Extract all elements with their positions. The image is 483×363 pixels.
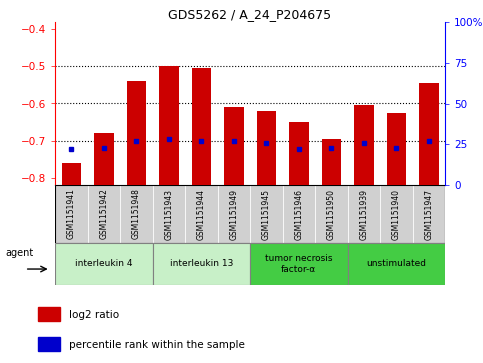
Bar bbox=[283, 185, 315, 243]
Text: percentile rank within the sample: percentile rank within the sample bbox=[70, 340, 245, 350]
Text: GSM1151943: GSM1151943 bbox=[164, 188, 173, 240]
Text: GSM1151942: GSM1151942 bbox=[99, 188, 108, 240]
Bar bbox=[120, 185, 153, 243]
Text: GSM1151945: GSM1151945 bbox=[262, 188, 271, 240]
Bar bbox=[38, 337, 60, 351]
Bar bbox=[87, 185, 120, 243]
Text: GSM1151944: GSM1151944 bbox=[197, 188, 206, 240]
Text: GSM1151939: GSM1151939 bbox=[359, 188, 368, 240]
Text: GSM1151940: GSM1151940 bbox=[392, 188, 401, 240]
Bar bbox=[347, 185, 380, 243]
Bar bbox=[315, 185, 347, 243]
Bar bbox=[412, 185, 445, 243]
Bar bbox=[94, 133, 114, 185]
Text: GSM1151947: GSM1151947 bbox=[424, 188, 433, 240]
Text: GSM1151948: GSM1151948 bbox=[132, 188, 141, 240]
Text: GSM1151949: GSM1151949 bbox=[229, 188, 238, 240]
Text: interleukin 13: interleukin 13 bbox=[170, 260, 233, 269]
Text: GSM1151941: GSM1151941 bbox=[67, 188, 76, 240]
Title: GDS5262 / A_24_P204675: GDS5262 / A_24_P204675 bbox=[169, 8, 331, 21]
Text: log2 ratio: log2 ratio bbox=[70, 310, 119, 321]
Bar bbox=[159, 66, 179, 185]
Bar bbox=[250, 243, 347, 285]
Text: tumor necrosis
factor-α: tumor necrosis factor-α bbox=[265, 254, 332, 274]
Bar bbox=[38, 307, 60, 321]
Bar bbox=[185, 185, 217, 243]
Bar bbox=[61, 163, 81, 185]
Bar bbox=[217, 185, 250, 243]
Bar bbox=[322, 139, 341, 185]
Bar bbox=[55, 185, 87, 243]
Text: agent: agent bbox=[5, 249, 34, 258]
Bar bbox=[250, 185, 283, 243]
Text: interleukin 4: interleukin 4 bbox=[75, 260, 132, 269]
Bar bbox=[380, 185, 412, 243]
Bar bbox=[55, 243, 153, 285]
Bar bbox=[289, 122, 309, 185]
Bar bbox=[191, 68, 211, 185]
Bar bbox=[153, 185, 185, 243]
Text: unstimulated: unstimulated bbox=[366, 260, 426, 269]
Bar bbox=[153, 243, 250, 285]
Bar bbox=[256, 111, 276, 185]
Text: GSM1151950: GSM1151950 bbox=[327, 188, 336, 240]
Bar bbox=[354, 105, 373, 185]
Bar bbox=[347, 243, 445, 285]
Bar bbox=[224, 107, 243, 185]
Bar bbox=[127, 81, 146, 185]
Text: GSM1151946: GSM1151946 bbox=[294, 188, 303, 240]
Bar bbox=[386, 113, 406, 185]
Bar bbox=[419, 83, 439, 185]
